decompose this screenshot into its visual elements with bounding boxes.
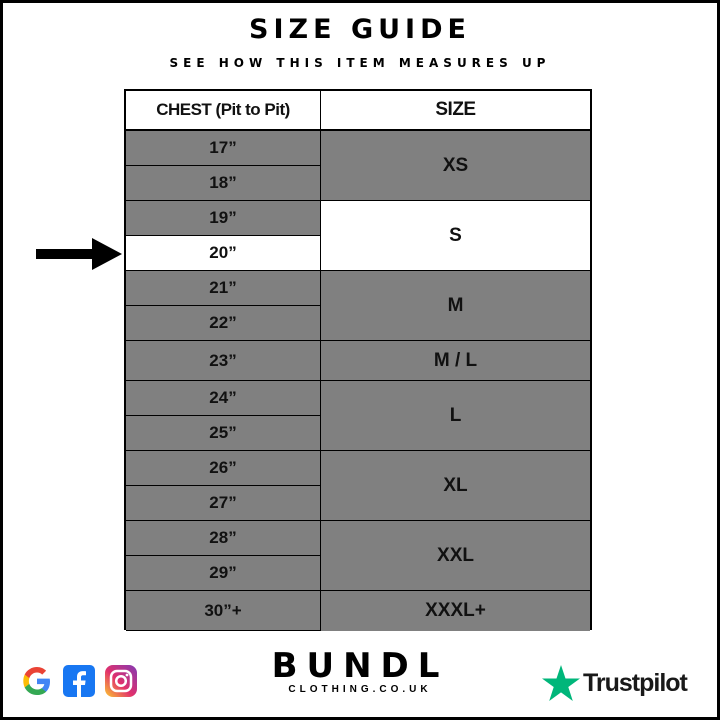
brand-url: CLOTHING.CO.UK [288, 684, 432, 695]
chest-cell: 18” [126, 166, 321, 201]
size-cell: M [321, 271, 590, 341]
header-chest: CHEST (Pit to Pit) [126, 91, 321, 131]
chest-cell: 25” [126, 416, 321, 451]
star-icon [542, 665, 580, 701]
chest-cell: 24” [126, 381, 321, 416]
chest-cell: 17” [126, 131, 321, 166]
size-table: CHEST (Pit to Pit) SIZE 17” 18” 19” 20” 21” 22”… [124, 89, 592, 631]
size-cell: S [321, 201, 590, 271]
page-subtitle: SEE HOW THIS ITEM MEASURES UP [169, 56, 551, 70]
facebook-icon[interactable] [62, 664, 96, 698]
chest-cell: 27” [126, 486, 321, 521]
brand-name: BUNDL [271, 646, 449, 686]
chest-cell: 23” [126, 341, 321, 381]
size-cell: XXL [321, 521, 590, 591]
page-title: SIZE GUIDE [249, 14, 471, 45]
chest-cell: 26” [126, 451, 321, 486]
chest-cell: 20” [126, 236, 321, 271]
chest-cell: 29” [126, 556, 321, 591]
google-icon[interactable] [20, 664, 54, 698]
brand-logo: BUNDL CLOTHING.CO.UK [270, 648, 450, 695]
header-size: SIZE [321, 91, 590, 131]
chest-cell: 30”+ [126, 591, 321, 631]
chest-cell: 28” [126, 521, 321, 556]
arrow-right-icon [36, 238, 122, 270]
social-icons [20, 664, 138, 698]
chest-cell: 22” [126, 306, 321, 341]
instagram-icon[interactable] [104, 664, 138, 698]
size-cell: XXXL+ [321, 591, 590, 631]
size-cell: L [321, 381, 590, 451]
size-cell: M / L [321, 341, 590, 381]
trustpilot-label: Trustpilot [583, 668, 688, 697]
size-cell: XL [321, 451, 590, 521]
chest-cell: 21” [126, 271, 321, 306]
chest-cell: 19” [126, 201, 321, 236]
trustpilot-logo[interactable]: Trustpilot [542, 665, 688, 701]
size-cell: XS [321, 131, 590, 201]
